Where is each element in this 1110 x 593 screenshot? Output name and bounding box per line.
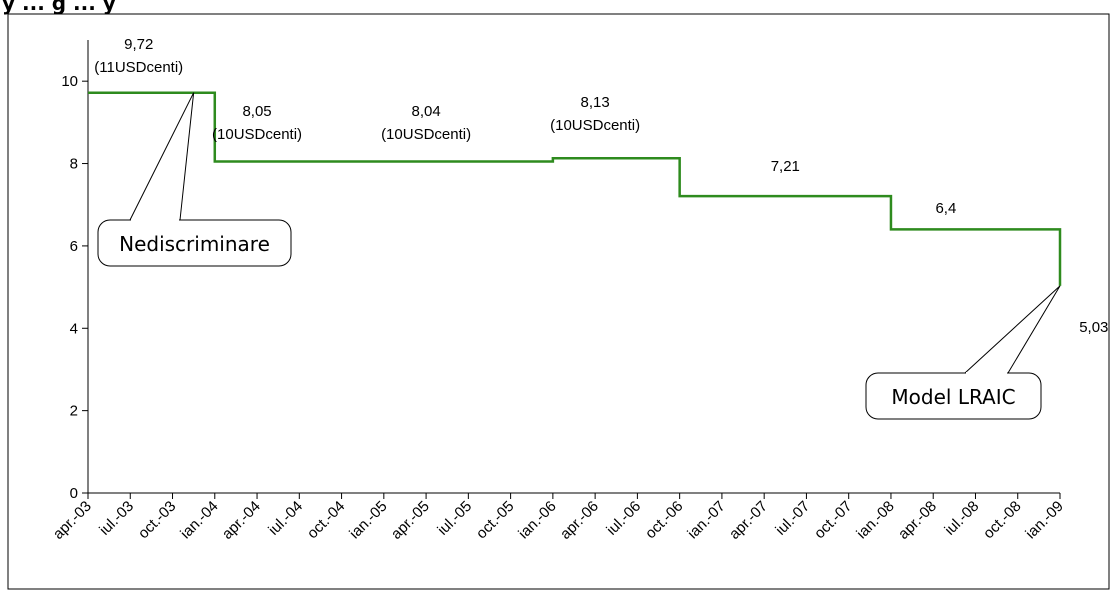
y-tick-label: 0	[70, 485, 78, 502]
data-label-sub: (11USDcenti)	[94, 59, 183, 76]
y-tick-label: 6	[70, 238, 78, 255]
header-fragment: y ... g ... y	[2, 0, 116, 15]
data-label: 8,13	[581, 94, 610, 111]
data-label-sub: (10USDcenti)	[550, 117, 640, 134]
y-tick-label: 8	[70, 156, 78, 173]
callout-pointer	[964, 285, 1061, 374]
callout-box	[865, 372, 1042, 420]
callout-layer: Nediscriminare Model LRAIC	[97, 92, 1061, 420]
y-tick-label: 4	[70, 320, 78, 337]
callout-label: Model LRAIC	[891, 385, 1015, 409]
callout-label: Nediscriminare	[119, 232, 270, 256]
series-layer	[88, 91, 1062, 286]
series-line	[88, 91, 1062, 286]
y-tick-label: 10	[61, 73, 78, 90]
callout: Model LRAIC	[865, 285, 1061, 420]
data-label: 8,05	[242, 103, 271, 120]
y-tick-label: 2	[70, 403, 78, 420]
annotation-layer: 9,72 (11USDcenti) 8,05 (10USDcenti) 8,04 (10U…	[94, 36, 1108, 336]
callout-box	[97, 219, 292, 267]
data-label: 9,72	[124, 36, 153, 53]
data-label: 5,03	[1079, 319, 1108, 336]
data-label-sub: (10USDcenti)	[212, 126, 302, 143]
data-label: 6,4	[935, 200, 956, 217]
data-label: 7,21	[771, 158, 800, 175]
data-label-sub: (10USDcenti)	[381, 126, 471, 143]
callout: Nediscriminare	[97, 92, 292, 267]
callout-pointer	[129, 92, 195, 221]
chart-frame	[7, 13, 1110, 590]
data-label: 8,04	[411, 103, 440, 120]
